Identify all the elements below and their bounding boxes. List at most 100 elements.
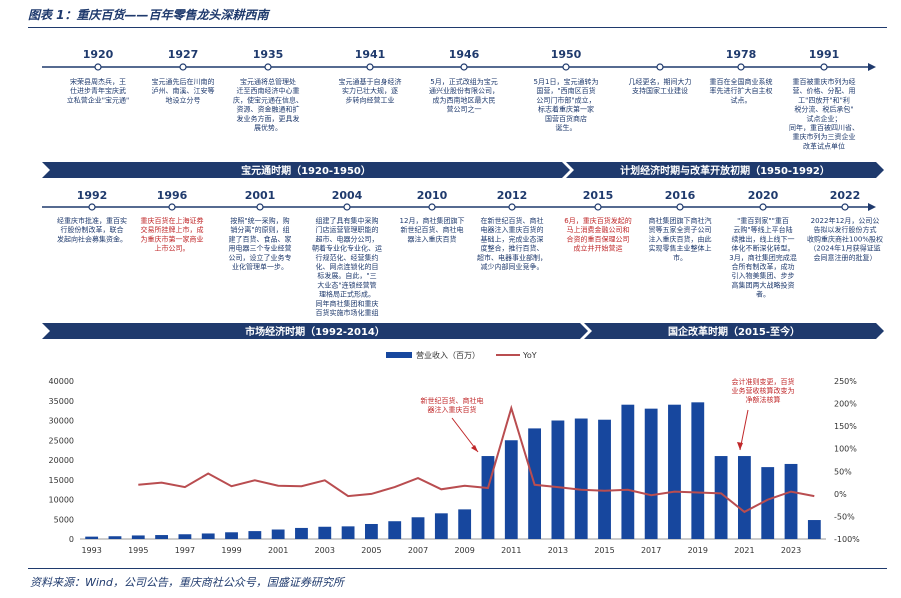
era-band-label: 宝元通时期（1920-1950）	[241, 164, 371, 177]
timeline-dot	[841, 203, 849, 211]
timeline-event-text: 重庆市列为三资企业	[793, 132, 856, 141]
timeline-event-text: 公司门市部"成立，	[536, 95, 595, 104]
x-tick-label: 2007	[408, 546, 428, 555]
x-tick-label: 2019	[688, 546, 708, 555]
revenue-bar	[691, 402, 705, 539]
timeline-event-text: 税分流、税后承包"	[794, 105, 853, 114]
revenue-bar	[621, 404, 635, 539]
revenue-bar	[388, 521, 402, 539]
timeline-dot	[168, 203, 176, 211]
timeline-event-text: 云购"等线上平台陆	[733, 225, 792, 234]
timeline-event-text: 通兴业股份有限公司，	[429, 86, 499, 95]
source-note: 资料来源：Wind，公司公告，重庆商社公众号，国盛证券研究所	[30, 576, 344, 589]
y-left-tick-label: 15000	[49, 476, 74, 485]
timeline-event-text: 续推出，线上线下一	[732, 234, 795, 243]
timeline-dot	[94, 63, 102, 71]
timeline-year: 2022	[830, 189, 861, 202]
timeline-event-text: 器注入重庆百货	[408, 234, 457, 243]
era-band	[584, 323, 884, 339]
timeline-event-text: 经重庆市批准，重百实	[57, 216, 127, 225]
timeline-event-text: 贸等五家全资子公司	[649, 225, 712, 234]
timeline-event-text: 超市、电器分公司，	[316, 234, 379, 243]
timeline-event-text: 同年商社集团和重庆	[316, 299, 379, 308]
timeline-event-text: 交易所挂牌上市，成	[141, 225, 204, 234]
y-right-tick-label: -100%	[834, 535, 860, 544]
timeline-event-text: 朝着专业化专业化、运	[312, 244, 382, 253]
timeline-event-text: 泸州、南溪、江安等	[152, 86, 215, 95]
timeline-event-text: 迁至西南经济中心重	[237, 86, 300, 95]
timeline-event-text: 宋荣县周杰兵，王	[70, 77, 126, 86]
y-left-tick-label: 40000	[49, 377, 74, 386]
timeline-year: 2004	[332, 189, 363, 202]
timeline-year: 2001	[245, 189, 276, 202]
timeline-dot	[256, 203, 264, 211]
timeline-event-text: 5月1日，宝元通转为	[534, 77, 599, 86]
y-left-tick-label: 5000	[54, 515, 74, 524]
timeline-dot	[88, 203, 96, 211]
timeline-event-text: 建了百货、食品、家	[229, 234, 292, 243]
timeline-year: 2010	[417, 189, 448, 202]
timeline-event-text: 电器注入重庆百货的	[481, 225, 544, 234]
timeline-event-text: 工"四放开"和"利	[798, 95, 850, 104]
revenue-bar	[458, 509, 472, 539]
revenue-bar	[434, 513, 448, 539]
timeline-event-text: 展优势。	[254, 123, 282, 132]
revenue-bar	[504, 440, 518, 539]
timeline-year: 1946	[449, 48, 480, 61]
timeline-dot	[656, 63, 664, 71]
legend-bar-swatch	[386, 352, 412, 358]
timeline-event-text: 市。	[673, 253, 687, 262]
timeline-dot	[366, 63, 374, 71]
revenue-bar	[761, 467, 775, 539]
revenue-bar	[201, 533, 215, 539]
timeline-event-text: 在新世纪百货、商社	[481, 216, 544, 225]
y-right-tick-label: 50%	[834, 467, 852, 476]
x-tick-label: 2021	[734, 546, 754, 555]
timeline-dot	[562, 63, 570, 71]
timeline-event-text: 率先进行扩大自主权	[710, 86, 773, 95]
timeline-year: 2016	[665, 189, 696, 202]
revenue-bar	[411, 517, 425, 539]
timeline-event-text: 组建了具有集中采购	[316, 216, 379, 225]
legend-bar-label: 营业收入（百万）	[416, 350, 480, 360]
timeline-event-text: 高集团两大战略投资	[732, 280, 795, 289]
y-left-tick-label: 20000	[49, 456, 74, 465]
x-tick-label: 2001	[268, 546, 288, 555]
timeline-event-text: 引入物美集团、步步	[732, 271, 795, 280]
timeline-event-text: 商社集团旗下商社汽	[649, 216, 712, 225]
annotation-arrowhead	[471, 445, 478, 452]
timeline-event-text: 为重庆市第一家商业	[141, 234, 204, 243]
x-tick-label: 2005	[361, 546, 381, 555]
x-tick-label: 2013	[548, 546, 568, 555]
timeline-event-text: 资源、资金融通和扩	[237, 105, 300, 114]
timeline-event-text: 支持国家工业建设	[632, 86, 688, 95]
revenue-bar	[155, 535, 169, 539]
era-band	[42, 162, 570, 178]
x-tick-label: 2017	[641, 546, 661, 555]
timeline-year: 1978	[726, 48, 757, 61]
timeline-event-text: 诞生。	[556, 123, 577, 132]
revenue-bar	[598, 419, 611, 539]
x-tick-label: 2003	[315, 546, 335, 555]
revenue-bar	[574, 418, 588, 539]
revenue-bar	[714, 456, 728, 539]
timeline-event-text: 大业态"连锁经营管	[317, 280, 376, 289]
timeline-event-text: 营公司之一	[447, 105, 482, 114]
timeline-event-text: 按照"统一采购，购	[230, 216, 289, 225]
annotation-text: 业务营收核算改变为	[732, 386, 795, 395]
x-tick-label: 1999	[221, 546, 241, 555]
timeline-event-text: 试点企业；	[807, 114, 842, 123]
y-left-tick-label: 30000	[49, 417, 74, 426]
timeline-event-text: 告拟以发行股份方式	[814, 225, 877, 234]
timeline-event-text: 宝元通将总管理处	[240, 77, 296, 86]
timeline-arrowhead	[868, 63, 876, 71]
timeline-dot	[264, 63, 272, 71]
revenue-bar	[318, 526, 332, 539]
timeline-event-text: 减少内部同业竞争。	[481, 262, 544, 271]
timeline-dot	[820, 63, 828, 71]
timeline-event-text: 立私营企业"宝元通"	[67, 95, 129, 104]
timeline-year: 2020	[748, 189, 779, 202]
era-band-label: 计划经济时期与改革开放初期（1950-1992）	[620, 164, 830, 177]
timeline-year: 1950	[551, 48, 582, 61]
